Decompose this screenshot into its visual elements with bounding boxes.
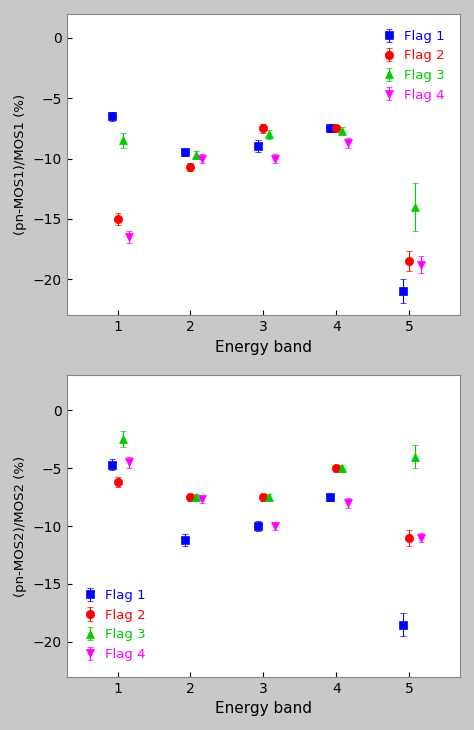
Legend: Flag 1, Flag 2, Flag 3, Flag 4: Flag 1, Flag 2, Flag 3, Flag 4 — [376, 24, 449, 107]
Legend: Flag 1, Flag 2, Flag 3, Flag 4: Flag 1, Flag 2, Flag 3, Flag 4 — [77, 584, 151, 666]
X-axis label: Energy band: Energy band — [215, 701, 312, 716]
Y-axis label: (pn-MOS1)/MOS1 (%): (pn-MOS1)/MOS1 (%) — [14, 94, 27, 235]
X-axis label: Energy band: Energy band — [215, 339, 312, 355]
Y-axis label: (pn-MOS2)/MOS2 (%): (pn-MOS2)/MOS2 (%) — [14, 456, 27, 596]
